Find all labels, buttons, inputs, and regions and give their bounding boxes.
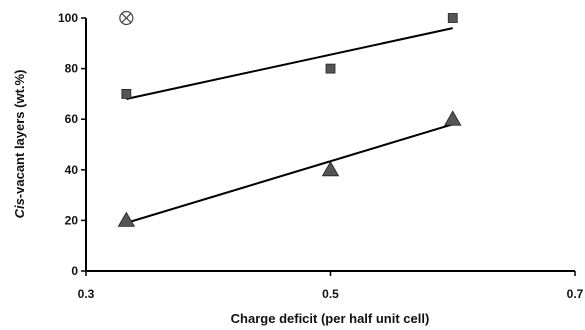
x-axis-title: Charge deficit (per half unit cell) xyxy=(231,311,430,326)
markers xyxy=(117,10,462,227)
circled-x-data-point xyxy=(119,10,134,26)
x-tick-label: 0.3 xyxy=(78,287,95,301)
triangle-data-point xyxy=(117,211,136,227)
square-data-point xyxy=(121,89,132,99)
axes xyxy=(85,18,575,272)
y-tick-label: 100 xyxy=(58,11,78,25)
y-tick-label: 60 xyxy=(65,112,79,126)
y-axis-title-rest: -vacant layers (wt.%) xyxy=(12,70,27,199)
square-trendline xyxy=(126,27,453,100)
x-ticks: 0.3 0.5 0.7 xyxy=(78,271,584,301)
y-axis-title-italic: Cis xyxy=(12,198,27,218)
triangle-trendline xyxy=(126,123,454,224)
y-ticks: 0 20 40 60 80 100 xyxy=(58,11,86,278)
y-tick-label: 0 xyxy=(71,264,78,278)
triangle-data-point xyxy=(321,160,340,177)
triangle-data-point xyxy=(444,110,462,126)
square-data-point xyxy=(325,63,336,74)
y-axis-title: Cis-vacant layers (wt.%) xyxy=(12,70,27,219)
y-tick-label: 80 xyxy=(65,62,79,76)
y-tick-label: 40 xyxy=(65,163,79,177)
square-data-point xyxy=(447,13,458,23)
y-tick-label: 20 xyxy=(65,213,79,227)
trendlines xyxy=(126,27,454,224)
x-tick-label: 0.5 xyxy=(322,287,339,301)
x-tick-label: 0.7 xyxy=(567,287,584,301)
